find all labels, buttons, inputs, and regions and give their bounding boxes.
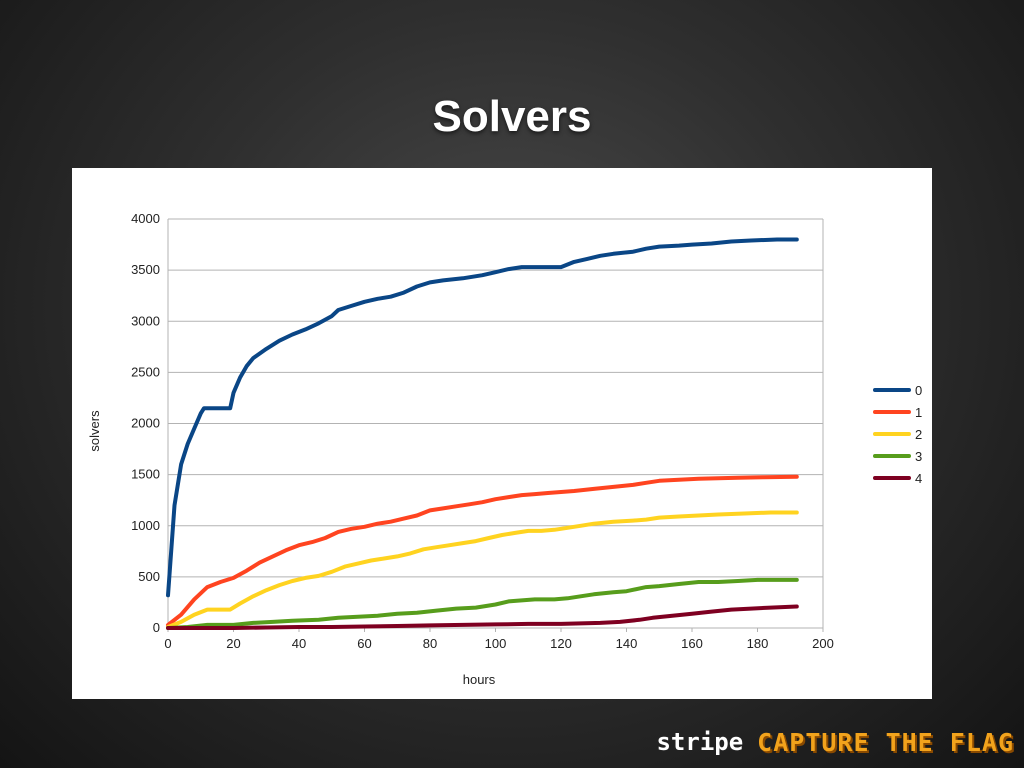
- axes: [167, 219, 824, 632]
- y-tick-label-8: 4000: [131, 211, 160, 226]
- x-tick-label-7: 140: [616, 636, 638, 651]
- y-tick-label-6: 3000: [131, 313, 160, 328]
- series-line-4: [166, 604, 799, 630]
- slide-title: Solvers: [432, 92, 592, 141]
- y-tick-label-4: 2000: [131, 416, 160, 431]
- series-line-1: [166, 474, 799, 627]
- capture-the-flag-logo: CAPTURE THE FLAG: [757, 727, 1014, 757]
- y-tick-label-1: 500: [138, 569, 160, 584]
- legend-label-1: 1: [915, 405, 922, 420]
- y-tick-label-3: 1500: [131, 467, 160, 482]
- chart-panel: 0 500 1000 1500 2000 2500 3000 3500 4000 0 20 40 60 8…: [72, 168, 932, 699]
- legend-label-2: 2: [915, 427, 922, 442]
- x-tick-label-10: 200: [812, 636, 834, 651]
- legend-label-3: 3: [915, 449, 922, 464]
- x-axis-label: hours: [463, 672, 496, 687]
- x-tick-label-3: 60: [357, 636, 371, 651]
- y-tick-label-5: 2500: [131, 364, 160, 379]
- x-tick-label-6: 120: [550, 636, 572, 651]
- tick-labels: 0 500 1000 1500 2000 2500 3000 3500 4000 0 20 40 60 8…: [131, 211, 834, 651]
- series-line-3: [166, 577, 799, 630]
- y-axis-label: solvers: [87, 410, 102, 452]
- x-tick-label-9: 180: [747, 636, 769, 651]
- series-line-2: [166, 510, 799, 629]
- x-tick-label-2: 40: [292, 636, 306, 651]
- legend-label-4: 4: [915, 471, 922, 486]
- y-tick-label-2: 1000: [131, 518, 160, 533]
- x-tick-label-5: 100: [485, 636, 507, 651]
- y-tick-label-7: 3500: [131, 262, 160, 277]
- footer-branding: stripe CAPTURE THE FLAG: [656, 727, 1014, 757]
- x-tick-label-8: 160: [681, 636, 703, 651]
- gridlines: [168, 218, 823, 629]
- legend-label-0: 0: [915, 383, 922, 398]
- series-lines: [166, 237, 799, 630]
- stripe-logo: stripe: [656, 728, 744, 756]
- x-tick-label-0: 0: [164, 636, 171, 651]
- series-line-0: [166, 237, 799, 598]
- y-tick-label-0: 0: [153, 620, 160, 635]
- x-tick-label-4: 80: [423, 636, 437, 651]
- x-tick-label-1: 20: [226, 636, 240, 651]
- legend: 0 1 2 3 4: [873, 383, 922, 486]
